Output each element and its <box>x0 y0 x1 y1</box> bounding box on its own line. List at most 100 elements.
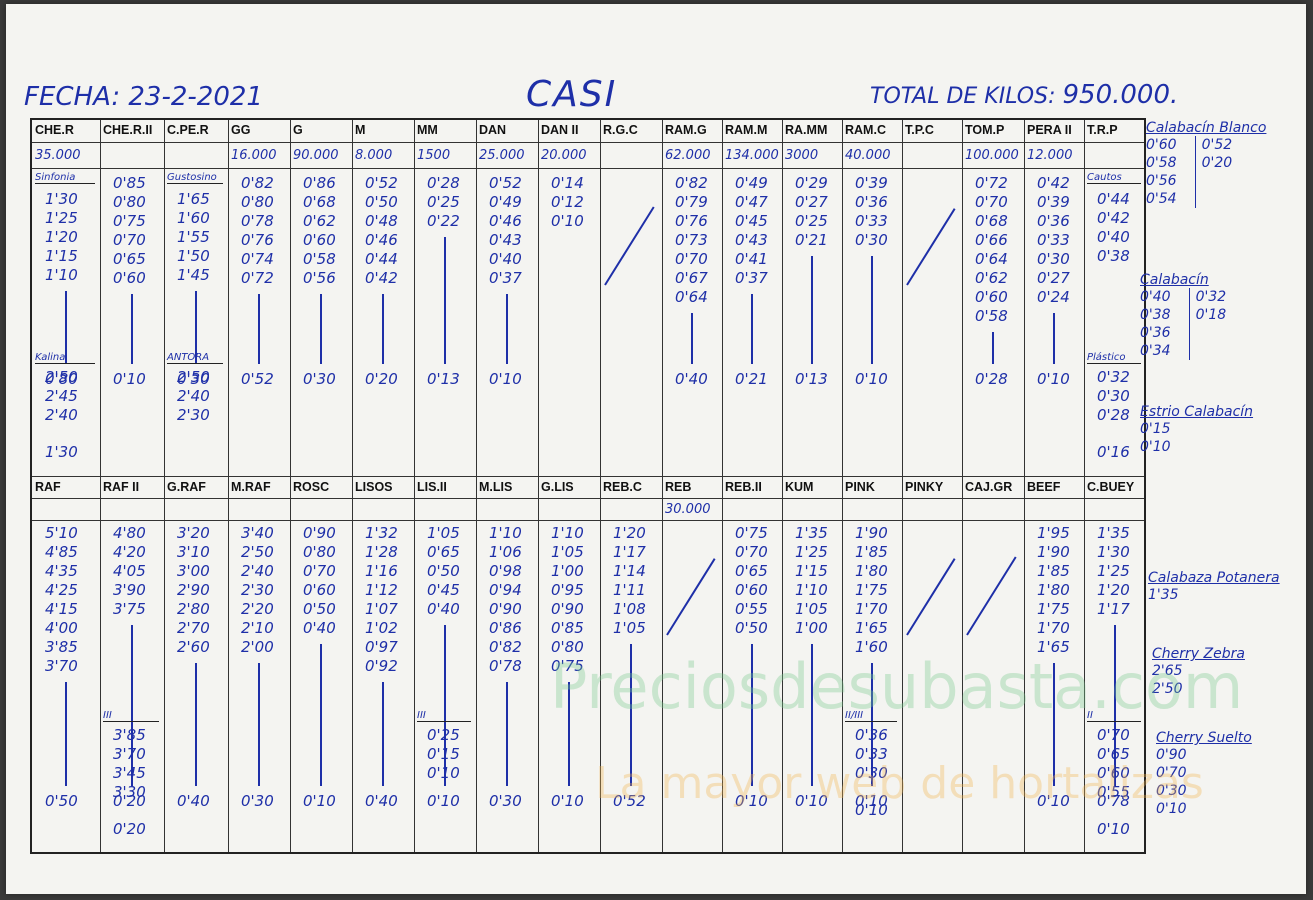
strike-line <box>966 556 1017 636</box>
top-variety-label: Kalina <box>35 352 95 364</box>
price-value: 0'60 <box>1146 137 1177 153</box>
top-min-price: 0'10 <box>855 370 888 389</box>
price-value: 0'72 <box>241 269 274 287</box>
price-value: 0'60 <box>1097 764 1130 782</box>
top-prices: 0'14 0'12 0'10 <box>551 174 584 231</box>
bottom-min-price: 0'40 <box>177 792 210 811</box>
price-value: 2'40 <box>241 562 274 580</box>
top-min-price: 0'10 <box>1037 370 1070 389</box>
column-divider <box>1024 120 1025 852</box>
price-value: 0'38 <box>1097 247 1130 265</box>
price-value: 1'90 <box>855 524 888 542</box>
bottom-kilos: 30.000 <box>665 502 711 517</box>
top-kilos: 3000 <box>785 148 819 163</box>
price-value: 0'82 <box>675 174 708 192</box>
price-value: 0'67 <box>675 269 708 287</box>
top-header: RAM.M <box>725 123 768 137</box>
price-value: 0'30 <box>303 370 336 388</box>
price-value: 0'45 <box>735 212 768 230</box>
price-value: 0'64 <box>975 250 1008 268</box>
price-value: 0'10 <box>855 792 888 810</box>
price-value: 0'80 <box>113 193 146 211</box>
price-value: 1'00 <box>551 562 584 580</box>
price-value: 0'86 <box>303 174 336 192</box>
page-title: CASI <box>526 74 618 115</box>
price-value: 0'75 <box>551 657 584 675</box>
top-min-price: 0'10 <box>489 370 522 389</box>
bottom-prices: 1'20 1'17 1'14 1'11 1'08 1'05 <box>613 524 646 638</box>
price-value: 0'15 <box>1140 421 1171 437</box>
price-value: 0'97 <box>365 638 398 656</box>
top-prices: 0'52 0'50 0'48 0'46 0'44 0'42 <box>365 174 398 288</box>
price-value: 0'24 <box>1037 288 1070 306</box>
price-value: 0'36 <box>855 193 888 211</box>
top-kilos: 16.000 <box>231 148 277 163</box>
price-value: 0'30 <box>1037 250 1070 268</box>
price-value: 0'36 <box>855 726 888 744</box>
top-variety-label: Gustosino <box>167 172 223 184</box>
top-header: PERA II <box>1027 123 1072 137</box>
side-note-values: 1'35 <box>1148 586 1280 604</box>
price-value: 0'65 <box>113 250 146 268</box>
price-value: 0'47 <box>735 193 768 211</box>
row-divider <box>32 520 1144 521</box>
price-value: 1'28 <box>365 543 398 561</box>
price-value: 1'05 <box>551 543 584 561</box>
price-value: 0'30 <box>1097 387 1130 405</box>
column-divider <box>722 120 723 852</box>
price-value: 0'48 <box>365 212 398 230</box>
price-value: 0'60 <box>735 581 768 599</box>
price-value: 1'05 <box>427 524 460 542</box>
top-prices: 0'39 0'36 0'33 0'30 <box>855 174 888 250</box>
top-variety-label: ANTORA <box>167 352 223 364</box>
price-value: 0'50 <box>45 792 78 810</box>
price-value: 0'60 <box>303 581 336 599</box>
top-header: MM <box>417 123 438 137</box>
price-value: 0'49 <box>735 174 768 192</box>
price-value: 0'55 <box>735 600 768 618</box>
price-value: 0'37 <box>489 269 522 287</box>
top-header: RA.MM <box>785 123 828 137</box>
price-value: 0'73 <box>675 231 708 249</box>
total-kilos: TOTAL DE KILOS: 950.000. <box>870 80 1178 110</box>
price-value: 4'85 <box>45 543 78 561</box>
top-kilos: 35.000 <box>35 148 81 163</box>
bottom-min-price: 0'10 <box>551 792 584 811</box>
bottom-min-price: 0'40 <box>365 792 398 811</box>
price-value: 0'82 <box>489 638 522 656</box>
price-value: 0'86 <box>489 619 522 637</box>
top-header: R.G.C <box>603 123 638 137</box>
top-min-price: 0'13 <box>427 370 460 389</box>
top-min-price: 0'30 <box>177 370 210 389</box>
price-value: 0'28 <box>427 174 460 192</box>
column-divider <box>228 120 229 852</box>
price-value: 0'70 <box>735 543 768 561</box>
top-prices: 0'86 0'68 0'62 0'60 0'58 0'56 <box>303 174 336 288</box>
date-value: 23-2-2021 <box>128 82 263 112</box>
bottom-prices: 1'32 1'28 1'16 1'12 1'07 1'02 0'97 0'92 <box>365 524 398 676</box>
price-value: 2'45 <box>45 387 78 405</box>
column-divider <box>962 120 963 852</box>
top-variety-label: Sinfonia <box>35 172 95 184</box>
price-value: 3'70 <box>45 657 78 675</box>
price-value: 0'25 <box>427 193 460 211</box>
price-value: 0'25 <box>427 726 460 744</box>
down-arrow-icon <box>751 644 753 786</box>
price-value: 0'65 <box>427 543 460 561</box>
price-value: 1'32 <box>365 524 398 542</box>
bottom-prices: 0'90 0'80 0'70 0'60 0'50 0'40 <box>303 524 336 638</box>
price-value: 1'30 <box>1097 543 1130 561</box>
price-value: 0'42 <box>365 269 398 287</box>
top-prices: 0'44 0'42 0'40 0'38 <box>1097 190 1130 266</box>
price-value: 3'85 <box>45 638 78 656</box>
price-value: 1'10 <box>551 524 584 542</box>
down-arrow-icon <box>195 291 197 364</box>
down-arrow-icon <box>630 644 632 786</box>
price-value: 0'60 <box>113 269 146 287</box>
down-arrow-icon <box>195 663 197 786</box>
price-value: 4'15 <box>45 600 78 618</box>
down-arrow-icon <box>320 294 322 364</box>
price-value: 0'80 <box>45 370 78 388</box>
down-arrow-icon <box>258 294 260 364</box>
price-value: 0'37 <box>735 269 768 287</box>
